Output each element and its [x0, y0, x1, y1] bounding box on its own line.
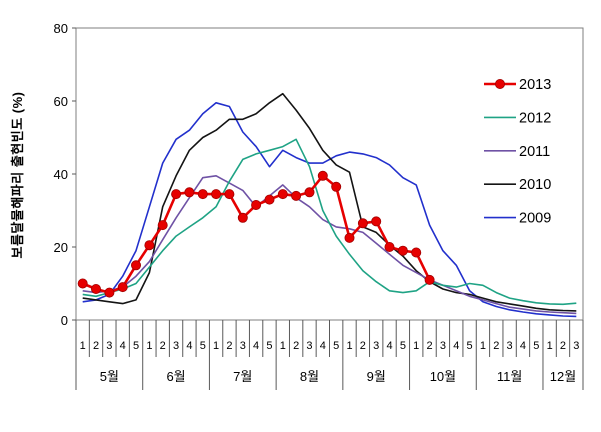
legend-marker-2013: [494, 79, 505, 90]
data-point-marker-2013: [384, 241, 395, 252]
week-tick-label: 5: [266, 340, 272, 352]
week-tick-label: 1: [346, 340, 352, 352]
week-tick-label: 1: [547, 340, 553, 352]
data-point-marker-2013: [117, 282, 128, 293]
series-line-2011: [82, 175, 577, 315]
week-tick-label: 3: [440, 340, 446, 352]
data-point-marker-2013: [144, 240, 155, 251]
week-tick-label: 2: [560, 340, 566, 352]
week-tick-label: 4: [386, 340, 392, 352]
month-label: 8월: [300, 369, 319, 384]
data-point-marker-2013: [397, 245, 408, 256]
data-point-marker-2013: [184, 187, 195, 198]
data-point-marker-2013: [424, 274, 435, 285]
data-point-marker-2013: [371, 216, 382, 227]
data-point-marker-2013: [251, 199, 262, 210]
week-tick-label: 4: [520, 340, 526, 352]
legend-label-2010: 2010: [519, 177, 551, 193]
data-point-marker-2013: [224, 189, 235, 200]
y-tick-label: 80: [54, 21, 68, 36]
week-tick-label: 1: [146, 340, 152, 352]
month-label: 7월: [233, 369, 252, 384]
data-point-marker-2013: [277, 189, 288, 200]
week-tick-label: 3: [106, 340, 112, 352]
week-tick-label: 3: [373, 340, 379, 352]
data-point-marker-2013: [130, 260, 141, 271]
month-label: 5월: [100, 369, 119, 384]
data-point-marker-2013: [304, 187, 315, 198]
data-point-marker-2013: [77, 278, 88, 289]
month-label: 9월: [367, 369, 386, 384]
week-tick-label: 2: [360, 340, 366, 352]
week-tick-label: 1: [413, 340, 419, 352]
data-point-marker-2013: [331, 181, 342, 192]
week-tick-label: 3: [240, 340, 246, 352]
data-point-marker-2013: [291, 190, 302, 201]
series-line-2012: [82, 138, 577, 306]
week-tick-label: 2: [160, 340, 166, 352]
month-label: 6월: [166, 369, 185, 384]
week-tick-label: 2: [226, 340, 232, 352]
week-tick-label: 5: [533, 340, 539, 352]
legend-label-2012: 2012: [519, 110, 551, 126]
data-point-marker-2013: [211, 189, 222, 200]
y-tick-label: 20: [54, 240, 68, 255]
data-point-marker-2013: [157, 220, 168, 231]
week-tick-label: 5: [333, 340, 339, 352]
week-tick-label: 4: [453, 340, 459, 352]
y-tick-label: 40: [54, 167, 68, 182]
legend-label-2009: 2009: [519, 211, 551, 227]
y-tick-label: 0: [61, 313, 68, 328]
data-point-marker-2013: [344, 232, 355, 243]
data-point-marker-2013: [171, 189, 182, 200]
week-tick-label: 2: [493, 340, 499, 352]
week-tick-label: 5: [133, 340, 139, 352]
week-tick-label: 5: [200, 340, 206, 352]
week-tick-label: 3: [306, 340, 312, 352]
y-axis-title: 보름달물해파리 출현빈도 (%): [10, 91, 25, 259]
series-line-2009: [82, 102, 577, 318]
data-point-marker-2013: [104, 287, 115, 298]
week-tick-label: 4: [120, 340, 126, 352]
legend-label-2013: 2013: [519, 77, 551, 93]
week-tick-label: 2: [93, 340, 99, 352]
month-label: 11월: [497, 369, 522, 384]
week-tick-label: 3: [573, 340, 579, 352]
week-tick-label: 5: [467, 340, 473, 352]
data-point-marker-2013: [237, 212, 248, 223]
month-label: 12월: [550, 369, 576, 384]
week-tick-label: 2: [427, 340, 433, 352]
week-tick-label: 4: [253, 340, 259, 352]
week-tick-label: 4: [320, 340, 326, 352]
data-point-marker-2013: [411, 247, 422, 258]
week-tick-label: 3: [173, 340, 179, 352]
legend-label-2011: 2011: [519, 144, 550, 160]
data-point-marker-2013: [317, 170, 328, 181]
data-point-marker-2013: [197, 189, 208, 200]
month-label: 10월: [430, 369, 456, 384]
week-tick-label: 1: [480, 340, 486, 352]
week-tick-label: 1: [213, 340, 219, 352]
series-line-2010: [82, 92, 577, 312]
data-point-marker-2013: [357, 218, 368, 229]
week-tick-label: 1: [80, 340, 86, 352]
week-tick-label: 5: [400, 340, 406, 352]
week-tick-label: 2: [293, 340, 299, 352]
data-point-marker-2013: [91, 283, 102, 294]
y-tick-label: 60: [54, 94, 68, 109]
plot-frame: [75, 27, 584, 321]
week-tick-label: 4: [186, 340, 192, 352]
week-tick-label: 1: [280, 340, 286, 352]
data-point-marker-2013: [264, 194, 275, 205]
week-tick-label: 3: [507, 340, 513, 352]
